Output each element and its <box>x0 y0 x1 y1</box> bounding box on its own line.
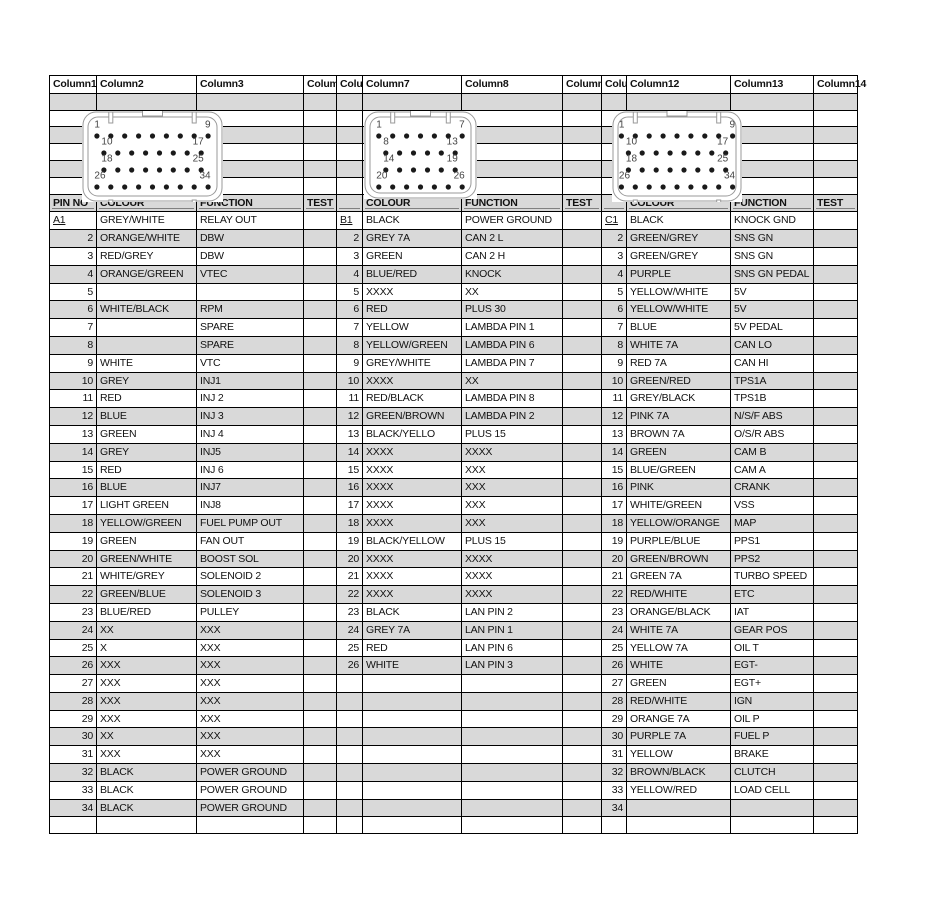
svg-text:9: 9 <box>205 120 211 131</box>
svg-text:10: 10 <box>101 137 113 148</box>
svg-text:1: 1 <box>376 120 382 131</box>
svg-text:26: 26 <box>94 171 106 182</box>
svg-text:7: 7 <box>459 120 465 131</box>
svg-text:19: 19 <box>447 154 459 165</box>
svg-text:26: 26 <box>454 171 466 182</box>
svg-text:20: 20 <box>376 171 388 182</box>
svg-text:34: 34 <box>724 171 736 182</box>
svg-text:14: 14 <box>383 154 395 165</box>
svg-text:18: 18 <box>101 154 113 165</box>
svg-text:17: 17 <box>717 137 729 148</box>
svg-text:9: 9 <box>730 120 736 131</box>
svg-text:10: 10 <box>626 137 638 148</box>
svg-text:34: 34 <box>199 171 211 182</box>
svg-text:1: 1 <box>94 120 100 131</box>
svg-text:18: 18 <box>626 154 638 165</box>
svg-text:26: 26 <box>619 171 631 182</box>
svg-text:25: 25 <box>717 154 729 165</box>
svg-text:25: 25 <box>193 154 205 165</box>
svg-text:8: 8 <box>383 137 389 148</box>
svg-text:13: 13 <box>447 137 459 148</box>
svg-text:1: 1 <box>619 120 625 131</box>
svg-text:17: 17 <box>193 137 205 148</box>
